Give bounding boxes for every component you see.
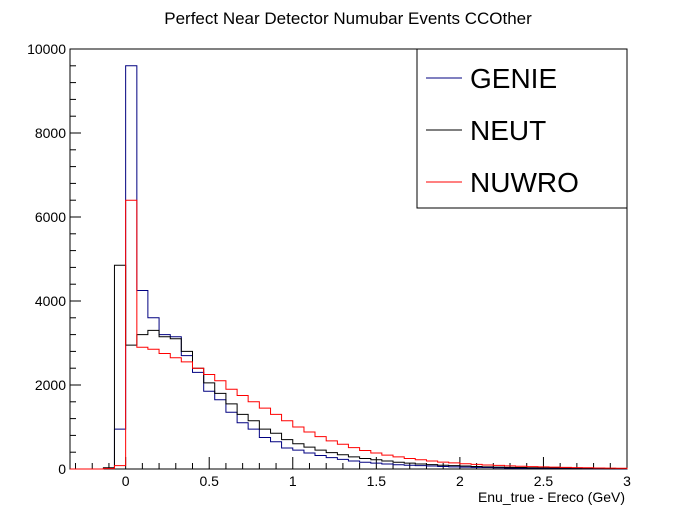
- y-tick-label: 6000: [35, 209, 66, 225]
- y-tick-label: 2000: [35, 377, 66, 393]
- series-nuwro-line: [70, 199, 628, 470]
- x-tick-label: 0: [122, 473, 130, 489]
- y-tick-label: 8000: [35, 125, 66, 141]
- x-tick-label: 2.5: [534, 473, 554, 489]
- legend-label: NEUT: [470, 115, 546, 146]
- legend: GENIE NEUT NUWRO: [416, 48, 628, 209]
- series-neut-line: [70, 264, 628, 470]
- y-tick-label: 4000: [35, 293, 66, 309]
- legend-label: NUWRO: [470, 167, 579, 198]
- plot-border: [69, 48, 628, 470]
- x-axis: 0 0.5 1 1.5 2 2.5 3: [75, 457, 631, 489]
- y-tick-label: 10000: [27, 41, 66, 57]
- x-axis-title: Enu_true - Ereco (GeV): [478, 489, 625, 505]
- x-tick-label: 1.5: [367, 473, 387, 489]
- chart-title: Perfect Near Detector Numubar Events CCO…: [164, 9, 532, 28]
- x-tick-label: 1: [289, 473, 297, 489]
- x-tick-label: 2: [456, 473, 464, 489]
- legend-label: GENIE: [470, 63, 557, 94]
- x-tick-label: 0.5: [199, 473, 219, 489]
- y-axis: 0 2000 4000 6000 8000 10000: [27, 41, 81, 477]
- series-layer: [70, 65, 628, 470]
- x-tick-label: 3: [623, 473, 631, 489]
- y-tick-label: 0: [58, 461, 66, 477]
- plot-frame: [69, 48, 628, 470]
